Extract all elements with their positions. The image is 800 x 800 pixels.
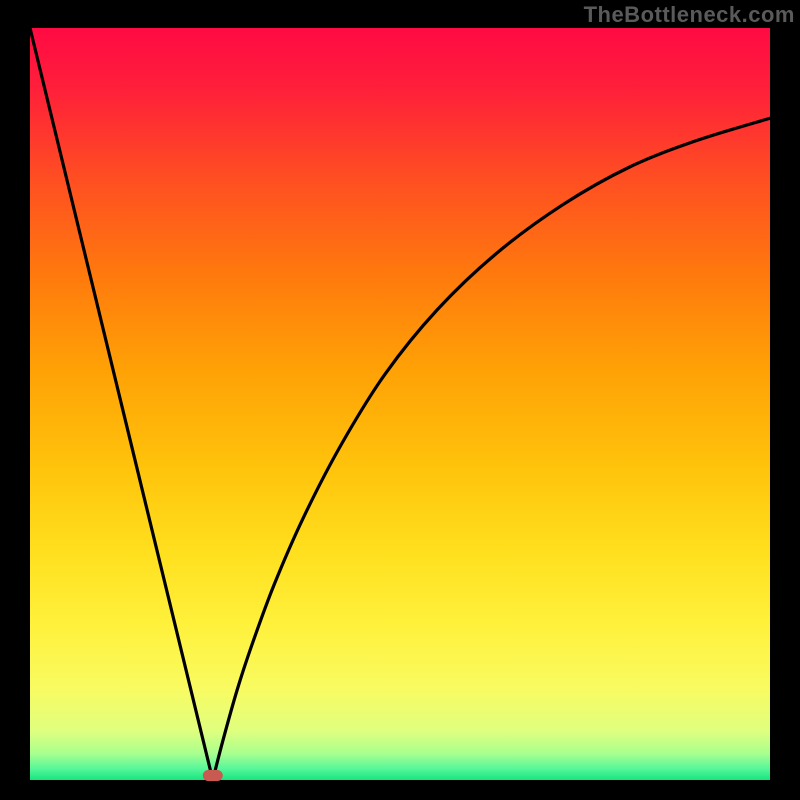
- plot-background: [30, 28, 770, 780]
- bottleneck-chart: [0, 0, 800, 800]
- minimum-marker: [203, 770, 223, 781]
- watermark-text: TheBottleneck.com: [584, 2, 795, 28]
